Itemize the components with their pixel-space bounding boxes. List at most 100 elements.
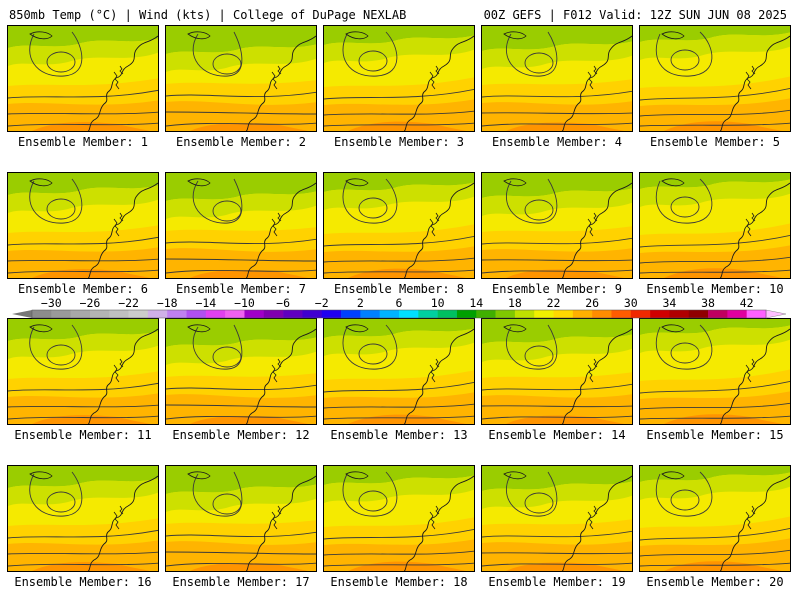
ensemble-member-map-9 <box>481 172 633 279</box>
mild-region <box>324 328 474 356</box>
hottest-region <box>506 415 625 424</box>
cool-region <box>640 173 790 189</box>
coastline <box>561 35 632 131</box>
ensemble-member-map-14 <box>481 318 633 425</box>
ensemble-member-label-12: Ensemble Member: 12 <box>172 428 310 442</box>
coastline <box>561 182 632 278</box>
hottest-region <box>664 268 783 278</box>
ensemble-member-map-20 <box>639 465 791 572</box>
coastline <box>87 35 158 131</box>
coastline <box>87 182 158 278</box>
bay-outline <box>587 212 598 237</box>
colorbar-swatch <box>244 310 265 318</box>
ensemble-member-label-6: Ensemble Member: 6 <box>17 282 149 296</box>
colorbar-tick-label: −30 <box>41 296 62 310</box>
height-contours <box>482 471 632 567</box>
colorbar-swatch <box>109 310 129 318</box>
height-contours <box>166 471 316 567</box>
ensemble-member-map-18 <box>323 465 475 572</box>
coastline <box>87 328 158 424</box>
ensemble-member-label-17: Ensemble Member: 17 <box>172 575 310 589</box>
hottest-region <box>190 415 309 424</box>
colorbar-swatch <box>534 310 554 318</box>
colorbar-swatch <box>205 310 226 318</box>
hot-region <box>8 247 158 278</box>
coastline <box>403 182 474 278</box>
colorbar-swatch <box>70 310 91 318</box>
ensemble-member-map-13 <box>323 318 475 425</box>
ensemble-member-label-4: Ensemble Member: 4 <box>491 135 623 149</box>
colorbar-swatch <box>360 310 380 318</box>
colorbar-tick-label: 34 <box>662 296 676 310</box>
lake-outline <box>29 324 53 333</box>
hot-region <box>482 394 632 424</box>
mild-region <box>166 44 316 72</box>
ensemble-member-label-10: Ensemble Member: 10 <box>646 282 784 296</box>
colorbar-swatch <box>669 310 690 318</box>
colorbar-swatch <box>379 310 400 318</box>
colorbar-low-arrow <box>12 310 32 318</box>
height-contours <box>482 178 632 274</box>
bay-outline <box>745 505 756 530</box>
bay-outline <box>271 358 282 383</box>
colorbar-swatch <box>611 310 632 318</box>
mild-region <box>166 484 316 512</box>
hottest-region <box>664 561 783 571</box>
hottest-region <box>348 561 467 571</box>
ensemble-member-map-3 <box>323 25 475 132</box>
mild-region <box>324 475 474 503</box>
hottest-region <box>506 269 625 278</box>
coastline <box>87 475 158 571</box>
height-contours <box>640 178 790 274</box>
coastline <box>561 475 632 571</box>
colorbar-tick-label: −6 <box>276 296 290 310</box>
colorbar-tick-label: −18 <box>157 296 178 310</box>
cool-region <box>166 173 316 201</box>
bay-outline <box>113 505 124 530</box>
height-contours <box>8 324 158 420</box>
lake-outline <box>345 324 369 333</box>
colorbar-swatch <box>147 310 168 318</box>
colorbar-tick-label: 38 <box>701 296 715 310</box>
hot-region <box>324 246 474 278</box>
lake-outline <box>345 178 369 187</box>
mild-region <box>324 182 474 210</box>
lake-outline <box>661 31 685 40</box>
hottest-region <box>664 414 783 424</box>
colorbar-swatch <box>283 310 303 318</box>
ensemble-member-label-11: Ensemble Member: 11 <box>14 428 152 442</box>
colorbar-swatch <box>263 310 284 318</box>
colorbar-tick-label: 10 <box>431 296 445 310</box>
colorbar-high-arrow <box>765 309 787 319</box>
ensemble-member-label-19: Ensemble Member: 19 <box>488 575 626 589</box>
coastline <box>719 328 790 424</box>
colorbar-tick-label: −14 <box>195 296 216 310</box>
colorbar-swatch <box>746 310 767 318</box>
colorbar-tick-label: 14 <box>469 296 483 310</box>
ensemble-member-label-15: Ensemble Member: 15 <box>646 428 784 442</box>
height-contours <box>166 324 316 420</box>
hot-region <box>482 541 632 571</box>
lake-outline <box>187 471 211 480</box>
height-contours <box>8 471 158 567</box>
lake-outline <box>661 178 685 187</box>
height-contours <box>482 324 632 420</box>
bay-outline <box>745 212 756 237</box>
hot-region <box>482 248 632 278</box>
ensemble-member-map-8 <box>323 172 475 279</box>
hottest-region <box>506 122 625 131</box>
mild-region <box>640 179 790 207</box>
ensemble-member-map-1 <box>7 25 159 132</box>
colorbar-swatch <box>572 310 593 318</box>
height-contours <box>640 31 790 127</box>
colorbar-swatch <box>89 310 110 318</box>
bay-outline <box>271 505 282 530</box>
cool-region <box>166 319 316 347</box>
lake-outline <box>187 178 211 187</box>
hot-region <box>8 393 158 424</box>
mild-region <box>8 478 158 506</box>
cool-region <box>324 466 474 485</box>
hot-region <box>324 539 474 571</box>
cool-region <box>640 26 790 42</box>
bay-outline <box>113 65 124 90</box>
